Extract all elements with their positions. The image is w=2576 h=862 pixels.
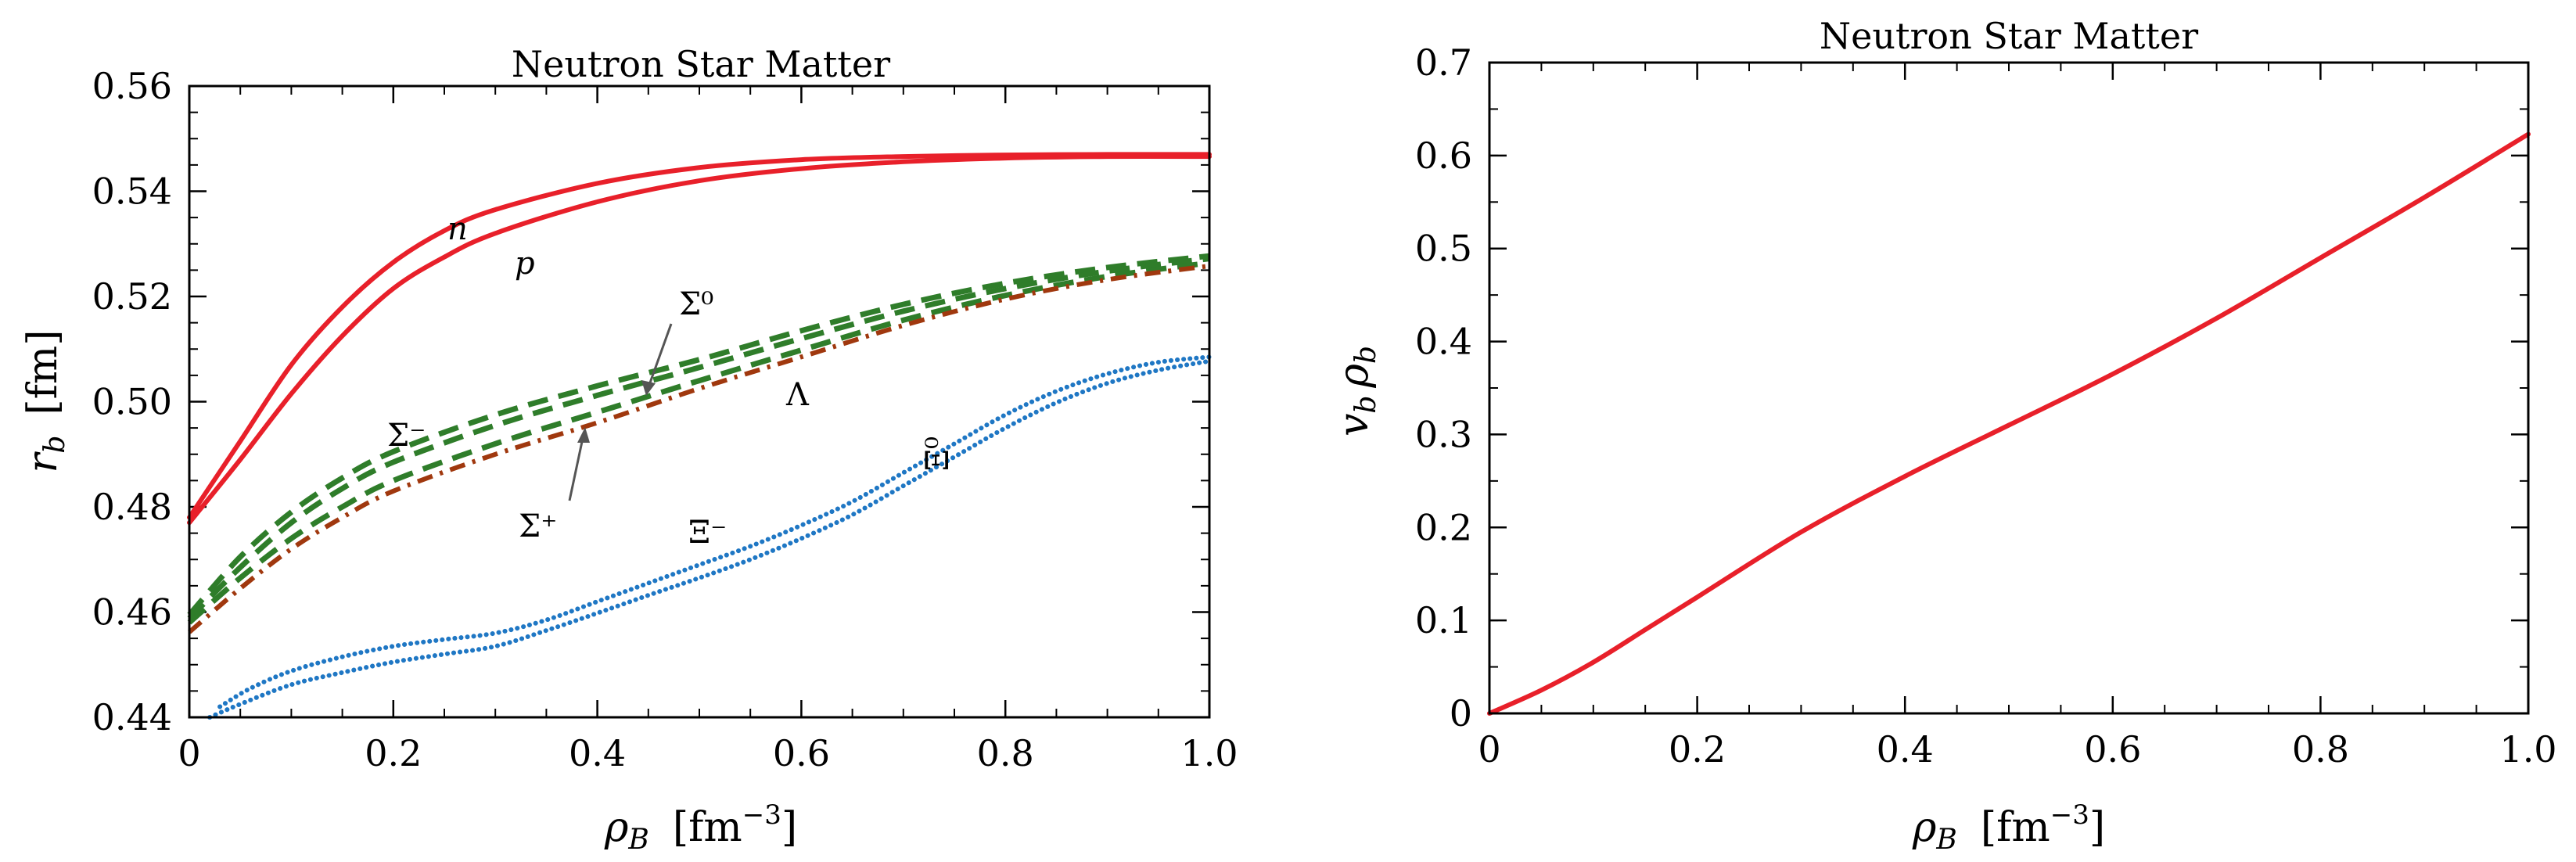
- y-tick-label: 0.6: [1415, 135, 1472, 177]
- y-tick-label: 0: [1450, 692, 1472, 734]
- y-tick-label: 0.7: [1415, 41, 1472, 84]
- y-tick-label: 0.50: [92, 381, 172, 423]
- y-tick-label: 0.48: [92, 486, 172, 528]
- y-tick-label: 0.5: [1415, 228, 1472, 270]
- x-tick-label: 0: [1478, 728, 1500, 770]
- right-xlabel-symbol: ρ: [1912, 804, 1937, 851]
- label-xi-minus: Ξ⁻: [688, 515, 727, 551]
- right-chart-title: Neutron Star Matter: [1820, 15, 2198, 57]
- sigma-zero-arrowhead: [641, 380, 656, 396]
- right-panel: Neutron Star Matter 0 0.2 0.4 0.6 0.8 1.0 0 0.…: [1331, 15, 2557, 856]
- left-chart-title: Neutron Star Matter: [512, 43, 890, 85]
- y-tick-label: 0.54: [92, 171, 172, 213]
- right-x-tick-labels: 0 0.2 0.4 0.6 0.8 1.0: [1478, 728, 2556, 770]
- x-tick-label: 0: [178, 732, 200, 774]
- left-x-axis-label: ρB [fm−3]: [604, 799, 797, 856]
- x-tick-label: 0.8: [977, 732, 1034, 774]
- right-xlabel-close: ]: [2089, 804, 2105, 851]
- right-y-tick-labels: 0 0.1 0.2 0.3 0.4 0.5 0.6 0.7: [1415, 41, 1472, 734]
- left-xlabel-symbol: ρ: [604, 804, 629, 851]
- y-tick-label: 0.1: [1415, 599, 1472, 641]
- x-tick-label: 0.2: [1669, 728, 1726, 770]
- sigma-plus-arrow: [568, 437, 584, 501]
- x-tick-label: 1.0: [2499, 728, 2556, 770]
- left-plot-frame: [188, 84, 1211, 719]
- y-tick-label: 0.44: [92, 696, 172, 738]
- left-ylabel-sub: b: [39, 436, 71, 454]
- series-Ξ⁰: [207, 358, 1212, 720]
- left-x-tick-labels: 0 0.2 0.4 0.6 0.8 1.0: [178, 732, 1238, 774]
- sigma-plus-arrowhead: [577, 427, 590, 443]
- x-tick-label: 0.4: [569, 732, 626, 774]
- x-tick-label: 0.4: [1877, 728, 1934, 770]
- y-tick-label: 0.56: [92, 65, 172, 107]
- label-xi-zero: Ξ⁰: [920, 436, 956, 471]
- y-tick-label: 0.4: [1415, 321, 1472, 363]
- x-tick-label: 0.6: [773, 732, 830, 774]
- right-xlabel-exp: −3: [2050, 799, 2089, 831]
- x-tick-label: 1.0: [1180, 732, 1238, 774]
- right-x-axis-label: ρB [fm−3]: [1912, 799, 2105, 856]
- right-ylabel-rho: ρ: [1331, 364, 1378, 389]
- series-Σ⁻: [187, 253, 1210, 617]
- label-lambda: Λ: [785, 377, 810, 413]
- left-panel: Neutron Star Matter 0 0.2 0.4 0.6 0.8 1.0 0.4…: [20, 43, 1238, 856]
- left-ylabel-symbol: r: [20, 451, 66, 473]
- right-plot-frame: [1488, 61, 2530, 715]
- right-ylabel-rho-sub: b: [1350, 346, 1382, 364]
- right-ylabel-v: v: [1331, 414, 1378, 436]
- sigma-zero-arrow: [648, 323, 673, 386]
- series-p: [187, 153, 1212, 526]
- y-tick-label: 0.2: [1415, 506, 1472, 548]
- series-Λ: [188, 264, 1210, 634]
- x-tick-label: 0.6: [2084, 728, 2141, 770]
- right-xlabel-unit: [fm: [1981, 804, 2050, 851]
- left-xlabel-close: ]: [781, 804, 797, 851]
- right-y-axis-label: vbρb: [1331, 346, 1382, 436]
- x-tick-label: 0.8: [2292, 728, 2349, 770]
- left-y-axis-label: rb [fm]: [20, 329, 71, 472]
- right-xlabel-sub: B: [1935, 824, 1956, 856]
- series-Σ⁺: [187, 260, 1210, 625]
- right-curves: [1487, 131, 2531, 716]
- left-xlabel-exp: −3: [742, 799, 781, 831]
- series-n: [187, 152, 1212, 520]
- label-p: p: [515, 246, 535, 282]
- series-vb ρb: [1487, 131, 2531, 716]
- left-ylabel-unit: [fm]: [20, 329, 66, 415]
- label-sigma-plus: Σ⁺: [519, 508, 557, 544]
- annotation-arrows: [568, 323, 673, 501]
- series-Σ⁰: [187, 256, 1210, 621]
- left-xlabel-sub: B: [627, 824, 648, 856]
- series-Ξ⁻: [217, 354, 1212, 709]
- label-sigma-zero: Σ⁰: [679, 286, 713, 322]
- label-sigma-minus: Σ⁻: [387, 418, 426, 454]
- y-tick-label: 0.52: [92, 275, 172, 318]
- left-y-tick-labels: 0.44 0.46 0.48 0.50 0.52 0.54 0.56: [92, 65, 172, 738]
- y-tick-label: 0.3: [1415, 413, 1472, 455]
- y-tick-label: 0.46: [92, 591, 172, 634]
- label-n: n: [447, 211, 468, 247]
- right-ticks: [1488, 61, 2530, 715]
- left-xlabel-unit: [fm: [673, 804, 742, 851]
- x-tick-label: 0.2: [365, 732, 422, 774]
- right-ylabel-v-sub: b: [1350, 396, 1382, 414]
- left-curves: [187, 152, 1212, 720]
